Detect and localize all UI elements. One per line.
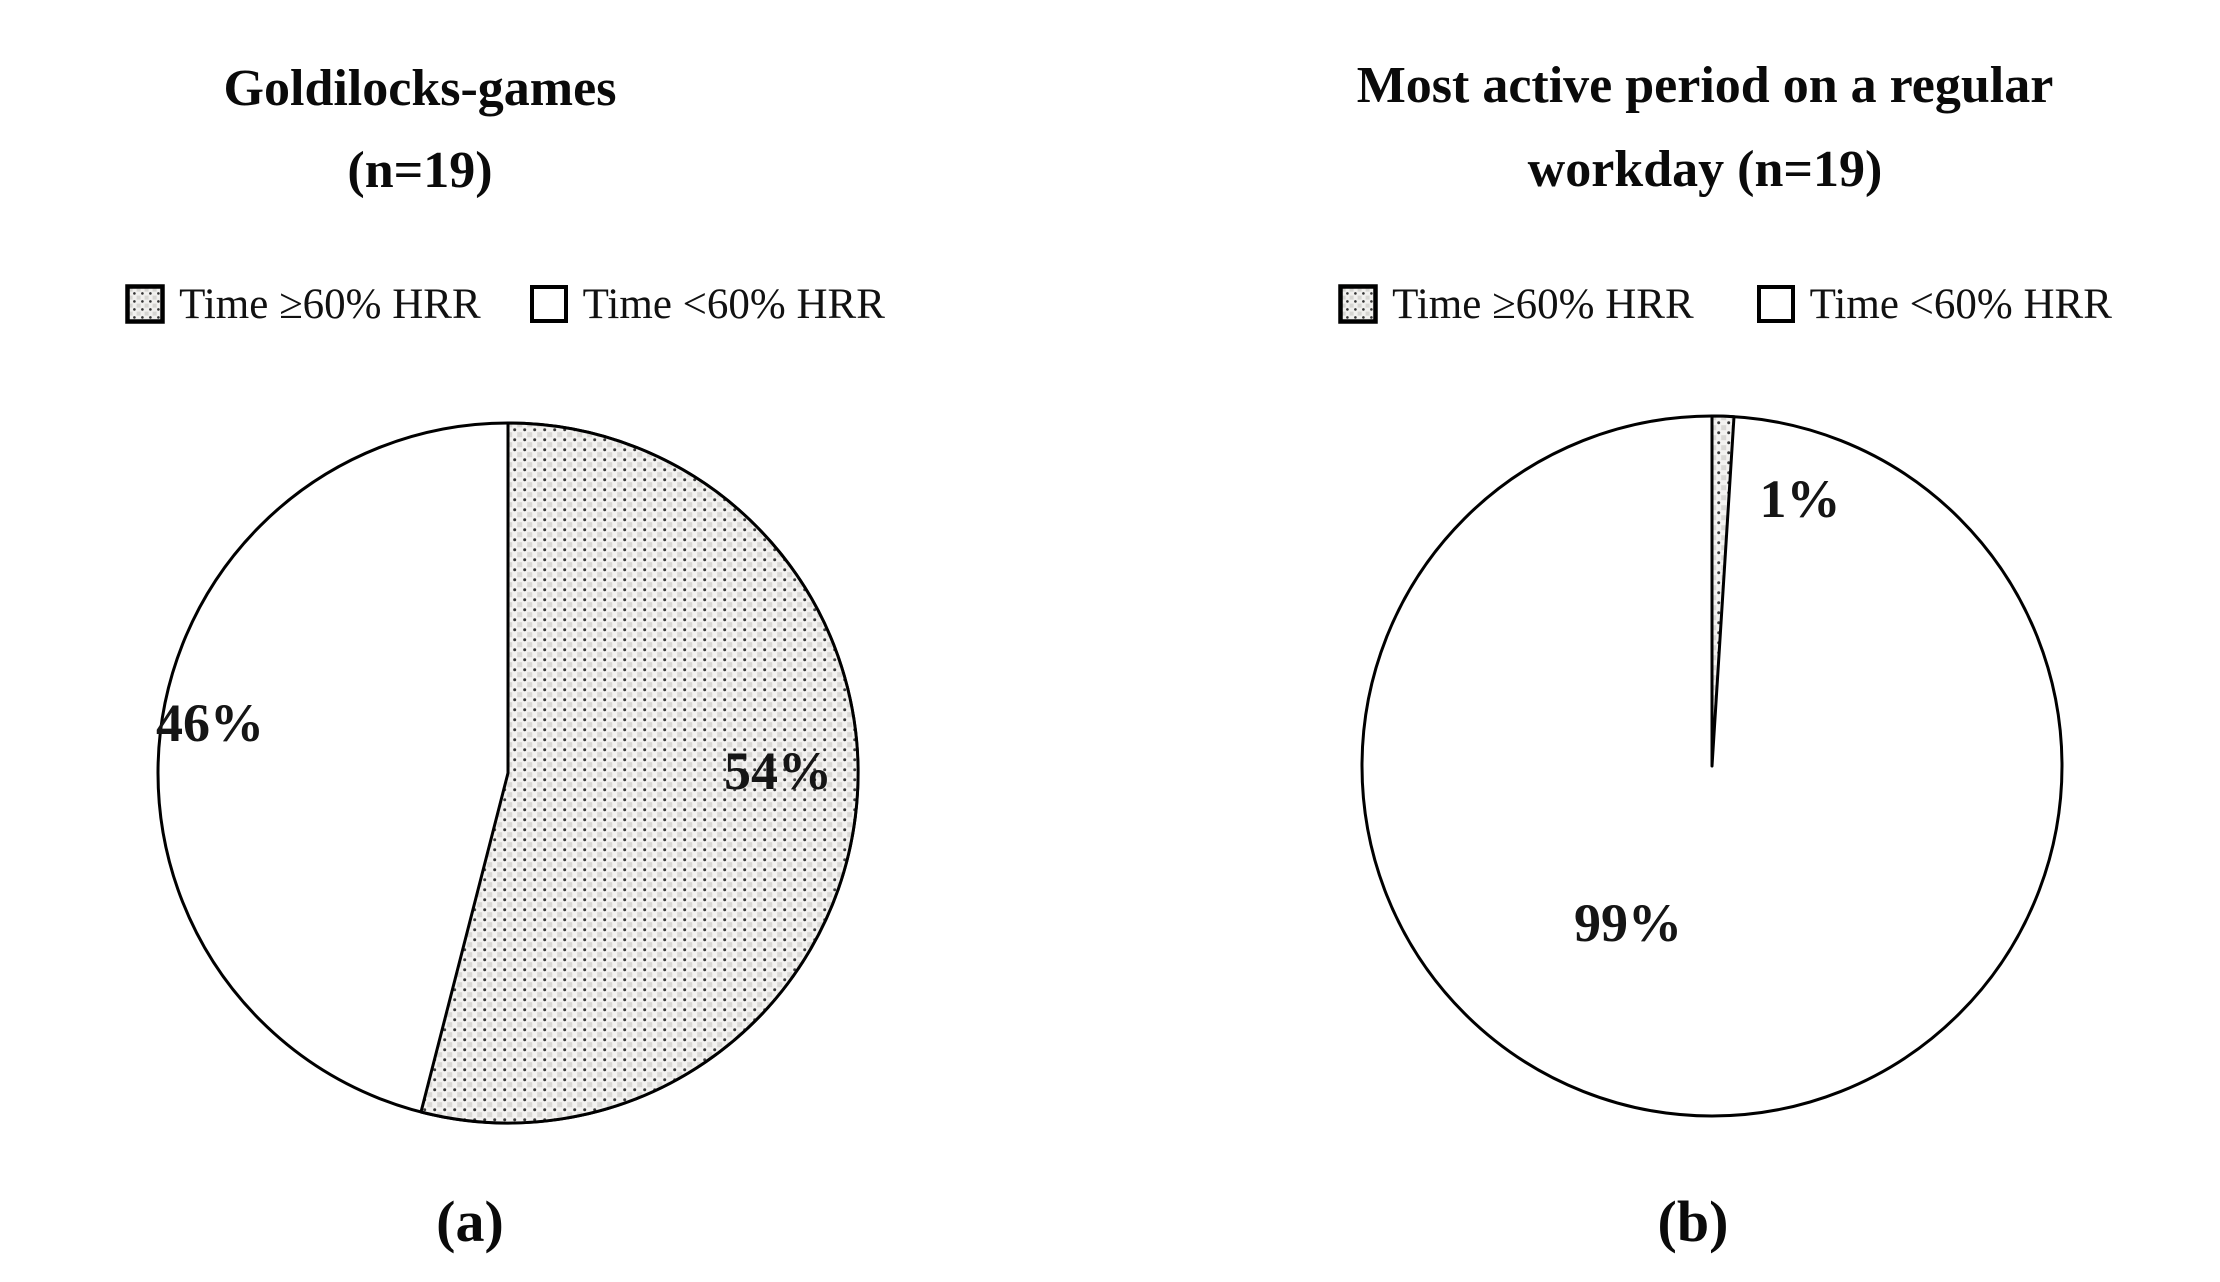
- slice-label-1: 1%: [1760, 469, 1841, 529]
- dotted-swatch-icon: [1338, 284, 1378, 324]
- chart-b-title: Most active period on a regular workday …: [1185, 44, 2220, 212]
- legend-label: Time <60% HRR: [1809, 280, 2112, 328]
- chart-a-title-line2: (n=19): [347, 142, 493, 199]
- chart-b: Most active period on a regular workday …: [1110, 0, 2220, 1282]
- chart-a: Goldilocks-games (n=19) Time ≥60% HRR: [0, 48, 1010, 1254]
- pie-b-wedge-dotted: [1710, 414, 1736, 768]
- legend-item-time-lt60: Time <60% HRR: [1756, 280, 2112, 329]
- pie-b-plot: 1% 99%: [1360, 414, 2064, 1118]
- legend-label: Time ≥60% HRR: [1392, 280, 1694, 328]
- dotted-swatch-icon: [125, 284, 165, 324]
- chart-b-caption: (b): [1657, 1189, 1729, 1254]
- legend-item-time-ge60: Time ≥60% HRR: [125, 280, 481, 329]
- legend-label: Time ≥60% HRR: [179, 280, 481, 328]
- chart-b-title-line2: workday (n=19): [1527, 141, 1883, 198]
- chart-b-legend: Time ≥60% HRR Time <60% HRR: [1210, 280, 2220, 328]
- chart-a-caption: (a): [436, 1189, 504, 1254]
- slice-label-46: 46%: [156, 693, 264, 753]
- pie-a-plot: 46% 54%: [156, 421, 860, 1125]
- chart-a-title-line1: Goldilocks-games: [223, 60, 617, 117]
- white-swatch-icon: [529, 285, 568, 323]
- chart-a-title: Goldilocks-games (n=19): [0, 48, 840, 212]
- legend-item-time-ge60: Time ≥60% HRR: [1338, 280, 1694, 329]
- chart-b-title-line1: Most active period on a regular: [1356, 57, 2054, 114]
- slice-label-99: 99%: [1574, 893, 1682, 953]
- legend-item-time-lt60: Time <60% HRR: [529, 280, 885, 329]
- slice-label-54: 54%: [724, 741, 832, 801]
- white-swatch-icon: [1756, 285, 1795, 323]
- chart-a-legend: Time ≥60% HRR Time <60% HRR: [0, 280, 1010, 328]
- legend-label: Time <60% HRR: [582, 280, 885, 328]
- pie-a-wedge-dotted: [419, 421, 860, 1125]
